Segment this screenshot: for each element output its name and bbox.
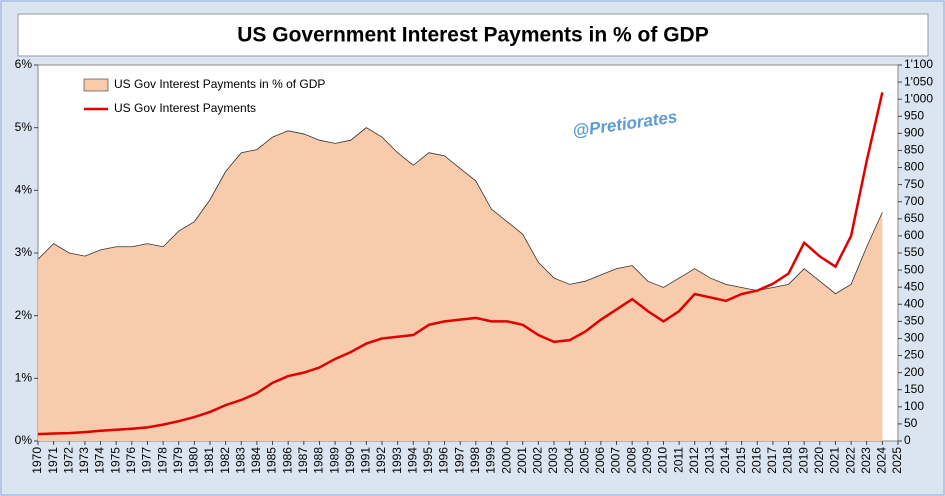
y-tick-label: 2% [15,308,33,322]
x-tick-label: 2011 [671,447,685,473]
x-tick-label: 1974 [93,447,107,474]
x-tick-label: 2000 [499,447,513,474]
y2-tick-label: 0 [904,433,911,447]
y2-tick-label: 400 [904,296,924,310]
x-tick-label: 1977 [140,447,154,474]
y2-tick-label: 900 [904,126,924,140]
y2-tick-label: 450 [904,279,924,293]
x-tick-label: 2009 [640,447,654,474]
x-tick-label: 2003 [546,447,560,474]
x-tick-label: 1986 [280,447,294,474]
y2-tick-label: 350 [904,314,924,328]
x-tick-label: 2013 [703,447,717,474]
x-tick-label: 2014 [718,447,732,474]
x-tick-label: 1995 [421,447,435,474]
y2-tick-label: 250 [904,348,924,362]
y-tick-label: 3% [15,245,33,259]
x-tick-label: 1991 [359,447,373,474]
x-tick-label: 1999 [484,447,498,474]
area-outline [37,127,883,295]
y-tick-label: 6% [15,57,33,71]
x-tick-label: 1990 [343,447,357,474]
x-tick-label: 2004 [562,447,576,474]
x-tick-label: 1992 [374,447,388,474]
x-tick-label: 1987 [296,447,310,474]
y2-tick-label: 600 [904,228,924,242]
x-tick-label: 1971 [46,447,60,474]
y2-tick-label: 500 [904,262,924,276]
x-tick-label: 2019 [796,447,810,474]
x-tick-label: 1979 [171,447,185,474]
x-tick-label: 1978 [155,447,169,474]
x-tick-label: 1981 [202,447,216,474]
x-tick-label: 1973 [77,447,91,474]
area-fill [38,127,883,442]
y2-tick-label: 650 [904,211,924,225]
y-tick-label: 4% [15,183,33,197]
x-tick-label: 2015 [734,447,748,474]
y2-tick-label: 950 [904,108,924,122]
x-tick-label: 1983 [233,447,247,474]
x-tick-label: 1976 [124,447,138,474]
x-tick-label: 2023 [859,447,873,474]
y2-tick-label: 200 [904,365,924,379]
y2-tick-label: 800 [904,160,924,174]
x-tick-label: 2005 [577,447,591,474]
x-tick-label: 1993 [390,447,404,474]
x-tick-label: 2012 [687,447,701,474]
x-tick-label: 2001 [515,447,529,474]
legend-swatch [83,78,109,92]
y2-tick-label: 150 [904,382,924,396]
x-tick-label: 2018 [781,447,795,474]
x-tick-label: 1996 [437,447,451,474]
y2-tick-label: 1'000 [904,91,933,105]
x-tick-label: 1972 [61,447,75,474]
y2-tick-label: 850 [904,143,924,157]
x-tick-label: 1997 [452,447,466,474]
x-tick-label: 2016 [749,447,763,474]
x-tick-label: 2021 [828,447,842,474]
legend-label: US Gov Interest Payments [114,101,256,115]
line [37,92,884,436]
y-tick-label: 5% [15,120,33,134]
x-tick-label: 1988 [312,447,326,474]
x-tick-label: 2022 [843,447,857,474]
x-tick-label: 1998 [468,447,482,474]
x-tick-label: 2024 [875,447,889,474]
y2-tick-label: 550 [904,245,924,259]
y2-tick-label: 1'100 [904,57,933,71]
x-tick-label: 2008 [624,447,638,474]
y2-tick-label: 1'050 [904,74,933,88]
x-tick-label: 1985 [265,447,279,474]
y2-tick-label: 100 [904,399,924,413]
x-tick-label: 2020 [812,447,826,474]
x-tick-label: 2007 [609,447,623,474]
title-box [17,13,929,57]
y-tick-label: 0% [15,433,33,447]
x-tick-label: 1984 [249,447,263,474]
y-tick-label: 1% [15,371,33,385]
x-tick-label: 2010 [656,447,670,474]
chart-title: US Government Interest Payments in % of … [237,24,708,47]
x-tick-label: 1989 [327,447,341,474]
y2-tick-label: 700 [904,194,924,208]
y2-tick-label: 300 [904,331,924,345]
x-tick-label: 1970 [30,447,44,474]
y2-tick-label: 750 [904,177,924,191]
y2-tick-label: 50 [904,416,918,430]
x-tick-label: 2006 [593,447,607,474]
x-tick-label: 1982 [218,447,232,474]
legend-label: US Gov Interest Payments in % of GDP [114,77,325,91]
x-tick-label: 2025 [890,447,904,474]
x-tick-label: 1994 [405,447,419,474]
x-tick-label: 2002 [531,447,545,474]
x-tick-label: 2017 [765,447,779,474]
x-tick-label: 1980 [187,447,201,474]
x-tick-label: 1975 [108,447,122,474]
